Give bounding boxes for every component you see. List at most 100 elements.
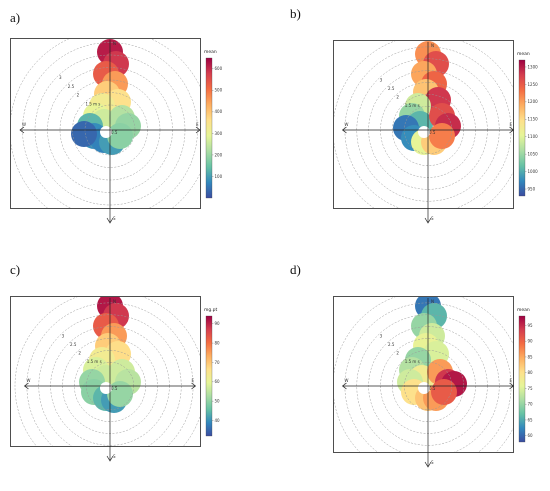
polar-plot-b: N E S W 0.5 1.5 m s 22.5 3 mean 950 1000 1050 1100 11…	[333, 40, 539, 224]
arrow-west	[23, 382, 29, 390]
colorbar-tick-label: 75	[528, 386, 534, 391]
label-calm: 0.5	[429, 130, 436, 135]
radial-label: 2.5	[68, 84, 75, 89]
radial-label: 1.5 m s	[87, 359, 102, 364]
arrow-east	[509, 382, 515, 390]
panel-label-b: b)	[290, 6, 301, 21]
arrow-south	[106, 217, 114, 224]
label-east: E	[192, 378, 195, 383]
arrow-west	[19, 126, 25, 134]
colorbar-tick-label: 1000	[528, 169, 539, 174]
arrow-east	[195, 126, 201, 134]
arrow-west	[341, 126, 347, 134]
colorbar	[205, 315, 213, 437]
colorbar-tick-label: 1200	[528, 99, 539, 104]
legend-title: mg.pt	[204, 307, 218, 313]
colorbar-tick-label: 600	[215, 66, 223, 71]
calm-centre	[100, 382, 112, 394]
arrow-south	[424, 217, 432, 224]
colorbar-tick-label: 1100	[528, 134, 539, 139]
colorbar	[518, 59, 526, 197]
label-north: N	[113, 41, 116, 46]
radial-label: 3	[380, 78, 383, 83]
polar-plot-d: N E S W 0.5 1.5 m s 22.5 3 mean 60 65 70 75 80 85 90 95	[333, 296, 534, 468]
radial-label: 1.5 m s	[405, 359, 420, 364]
colorbar-tick-label: 400	[215, 109, 223, 114]
colorbar-tick-label: 95	[528, 323, 534, 328]
surface-cell	[71, 121, 97, 147]
colorbar-tick-label: 60	[215, 379, 221, 384]
legend-title: mean	[517, 52, 530, 57]
radial-label: 2.5	[70, 342, 77, 347]
surface-cell	[107, 381, 133, 407]
label-south: S	[431, 216, 434, 221]
radial-label: 1.5 m s	[85, 101, 100, 106]
colorbar-tick-label: 50	[215, 399, 221, 404]
label-east: E	[196, 122, 199, 127]
polar-plot-c: N E S W 0.5 1.5 m s 22.5 3 mg.pt 40 50 60 70 80 90	[10, 296, 221, 462]
radial-label: 2	[396, 94, 399, 99]
arrow-south	[424, 461, 432, 468]
panel-label-c: c)	[10, 262, 21, 277]
colorbar-tick-label: 1250	[528, 82, 539, 87]
colorbar-tick-label: 300	[215, 131, 223, 136]
label-west: W	[345, 378, 349, 383]
label-north: N	[431, 43, 434, 48]
calm-centre	[418, 382, 430, 394]
colorbar-tick-label: 85	[528, 354, 534, 359]
calm-centre	[100, 126, 112, 138]
colorbar-tick-label: 90	[528, 339, 534, 344]
label-west: W	[345, 122, 349, 127]
colorbar-tick-label: 65	[528, 417, 534, 422]
colorbar	[205, 57, 213, 199]
colorbar-tick-label: 70	[215, 360, 221, 365]
radial-label: 2	[78, 350, 81, 355]
colorbar-tick-label: 1150	[528, 117, 539, 122]
colorbar-tick-label: 90	[215, 321, 221, 326]
panel-label-a: a)	[10, 10, 21, 25]
polar-plot-a: N E S W 0.5 1.5 m s 22.5 3 mean 100 200 300 400 500 60…	[10, 38, 223, 224]
radial-label: 2	[396, 350, 399, 355]
colorbar-tick-label: 500	[215, 88, 223, 93]
colorbar-tick-label: 1050	[528, 152, 539, 157]
label-south: S	[113, 454, 116, 459]
radial-label: 3	[59, 75, 62, 80]
label-east: E	[510, 122, 513, 127]
label-calm: 0.5	[111, 130, 118, 135]
surface-cell	[431, 379, 457, 405]
legend-title: mean	[517, 308, 530, 313]
radial-label: 2.5	[388, 342, 395, 347]
radial-label: 3	[62, 334, 65, 339]
colorbar	[518, 315, 526, 443]
label-west: W	[27, 378, 31, 383]
legend-title: mean	[204, 50, 217, 55]
colorbar-tick-label: 70	[528, 402, 534, 407]
panel-label-d: d)	[290, 262, 301, 277]
colorbar-tick-label: 1300	[528, 64, 539, 69]
label-calm: 0.5	[429, 386, 436, 391]
radial-label: 3	[380, 334, 383, 339]
radial-label: 2.5	[388, 86, 395, 91]
label-south: S	[431, 460, 434, 465]
surface-cell	[107, 123, 133, 149]
colorbar-tick-label: 100	[215, 174, 223, 179]
colorbar-tick-label: 200	[215, 152, 223, 157]
label-west: W	[22, 122, 26, 127]
colorbar-tick-label: 40	[215, 418, 221, 423]
arrow-west	[341, 382, 347, 390]
colorbar-tick-label: 80	[215, 340, 221, 345]
label-calm: 0.5	[111, 386, 118, 391]
grid-ring	[14, 297, 200, 446]
radial-label: 2	[77, 93, 80, 98]
surface-cell	[429, 123, 455, 149]
arrow-east	[191, 382, 197, 390]
label-north: N	[113, 299, 116, 304]
label-south: S	[113, 216, 116, 221]
calm-centre	[418, 126, 430, 138]
colorbar-tick-label: 950	[528, 186, 536, 191]
arrow-south	[106, 455, 114, 462]
radial-label: 1.5 m s	[405, 103, 420, 108]
colorbar-tick-label: 80	[528, 370, 534, 375]
arrow-east	[509, 126, 515, 134]
label-east: E	[510, 378, 513, 383]
